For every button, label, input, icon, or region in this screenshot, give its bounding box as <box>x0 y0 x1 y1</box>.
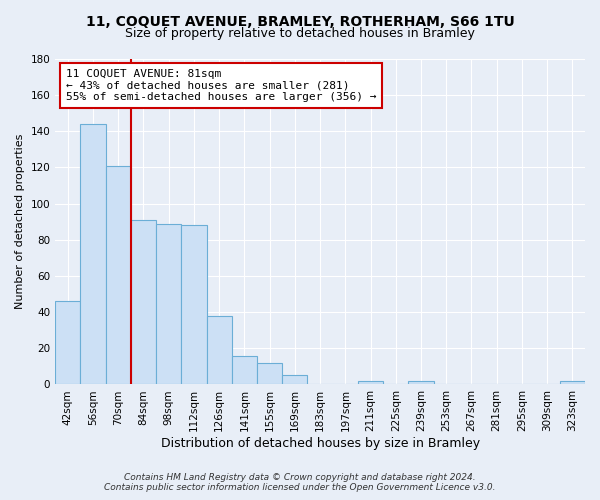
Bar <box>206 316 232 384</box>
Bar <box>232 356 257 384</box>
Bar <box>106 166 131 384</box>
Bar <box>282 376 307 384</box>
X-axis label: Distribution of detached houses by size in Bramley: Distribution of detached houses by size … <box>161 437 479 450</box>
Bar <box>358 381 383 384</box>
Text: 11, COQUET AVENUE, BRAMLEY, ROTHERHAM, S66 1TU: 11, COQUET AVENUE, BRAMLEY, ROTHERHAM, S… <box>86 15 514 29</box>
Bar <box>80 124 106 384</box>
Text: Contains HM Land Registry data © Crown copyright and database right 2024.
Contai: Contains HM Land Registry data © Crown c… <box>104 473 496 492</box>
Bar <box>181 226 206 384</box>
Text: Size of property relative to detached houses in Bramley: Size of property relative to detached ho… <box>125 28 475 40</box>
Bar <box>409 381 434 384</box>
Text: 11 COQUET AVENUE: 81sqm
← 43% of detached houses are smaller (281)
55% of semi-d: 11 COQUET AVENUE: 81sqm ← 43% of detache… <box>66 69 376 102</box>
Bar <box>55 302 80 384</box>
Y-axis label: Number of detached properties: Number of detached properties <box>15 134 25 310</box>
Bar <box>560 381 585 384</box>
Bar <box>257 363 282 384</box>
Bar <box>156 224 181 384</box>
Bar <box>131 220 156 384</box>
